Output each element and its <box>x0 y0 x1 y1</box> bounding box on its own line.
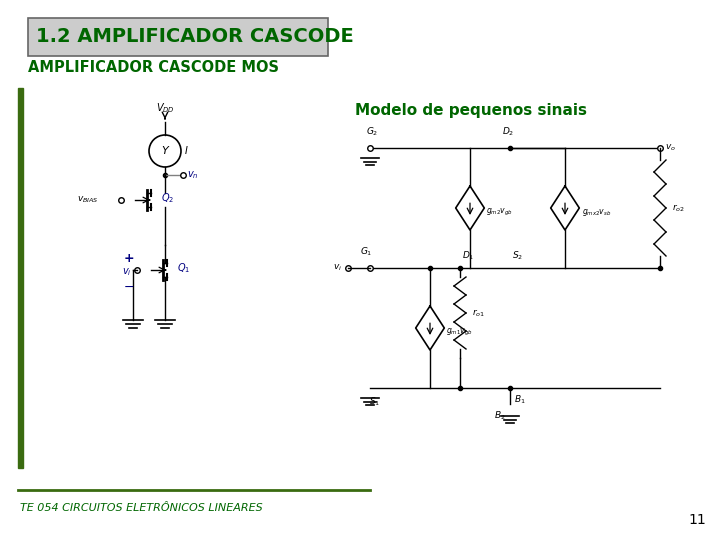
Text: $Q_1$: $Q_1$ <box>177 261 190 275</box>
Text: $D_2$: $D_2$ <box>502 125 514 138</box>
Text: 11: 11 <box>688 513 706 527</box>
Text: $B_1$: $B_1$ <box>514 394 526 407</box>
Text: AMPLIFICADOR CASCODE MOS: AMPLIFICADOR CASCODE MOS <box>28 60 279 76</box>
Text: $D_1$: $D_1$ <box>462 249 474 262</box>
Text: Modelo de pequenos sinais: Modelo de pequenos sinais <box>355 103 587 118</box>
Text: $S_1$: $S_1$ <box>369 396 381 408</box>
Text: $g_{m2}v_{gb}$: $g_{m2}v_{gb}$ <box>487 207 513 218</box>
FancyBboxPatch shape <box>28 18 328 56</box>
Bar <box>18 88 23 468</box>
Text: TE 054 CIRCUITOS ELETRÔNICOS LINEARES: TE 054 CIRCUITOS ELETRÔNICOS LINEARES <box>20 503 263 513</box>
Text: $V_{DD}$: $V_{DD}$ <box>156 101 174 115</box>
Text: $g_{mx2}v_{sb}$: $g_{mx2}v_{sb}$ <box>582 207 611 218</box>
Text: $S_2$: $S_2$ <box>512 249 523 262</box>
Text: $r_{o2}$: $r_{o2}$ <box>672 202 685 214</box>
Text: +: + <box>124 252 135 265</box>
Text: $g_{m1}v_{gb}$: $g_{m1}v_{gb}$ <box>446 327 473 338</box>
Text: $B_2$: $B_2$ <box>495 410 506 422</box>
Text: I: I <box>185 146 188 156</box>
Text: $v_{BIAS}$: $v_{BIAS}$ <box>77 195 99 205</box>
Text: $v_o$: $v_o$ <box>665 143 676 153</box>
Text: $v_n$: $v_n$ <box>187 169 199 181</box>
Text: $v_i$: $v_i$ <box>122 266 132 278</box>
Text: 1.2 AMPLIFICADOR CASCODE: 1.2 AMPLIFICADOR CASCODE <box>36 28 354 46</box>
Text: $G_1$: $G_1$ <box>360 246 372 258</box>
Text: $r_{o1}$: $r_{o1}$ <box>472 307 485 319</box>
Text: $-$: $-$ <box>123 280 135 293</box>
Text: Y: Y <box>161 146 168 156</box>
Text: $v_i$: $v_i$ <box>333 263 342 273</box>
Text: $Q_2$: $Q_2$ <box>161 191 174 205</box>
Text: $G_2$: $G_2$ <box>366 125 378 138</box>
